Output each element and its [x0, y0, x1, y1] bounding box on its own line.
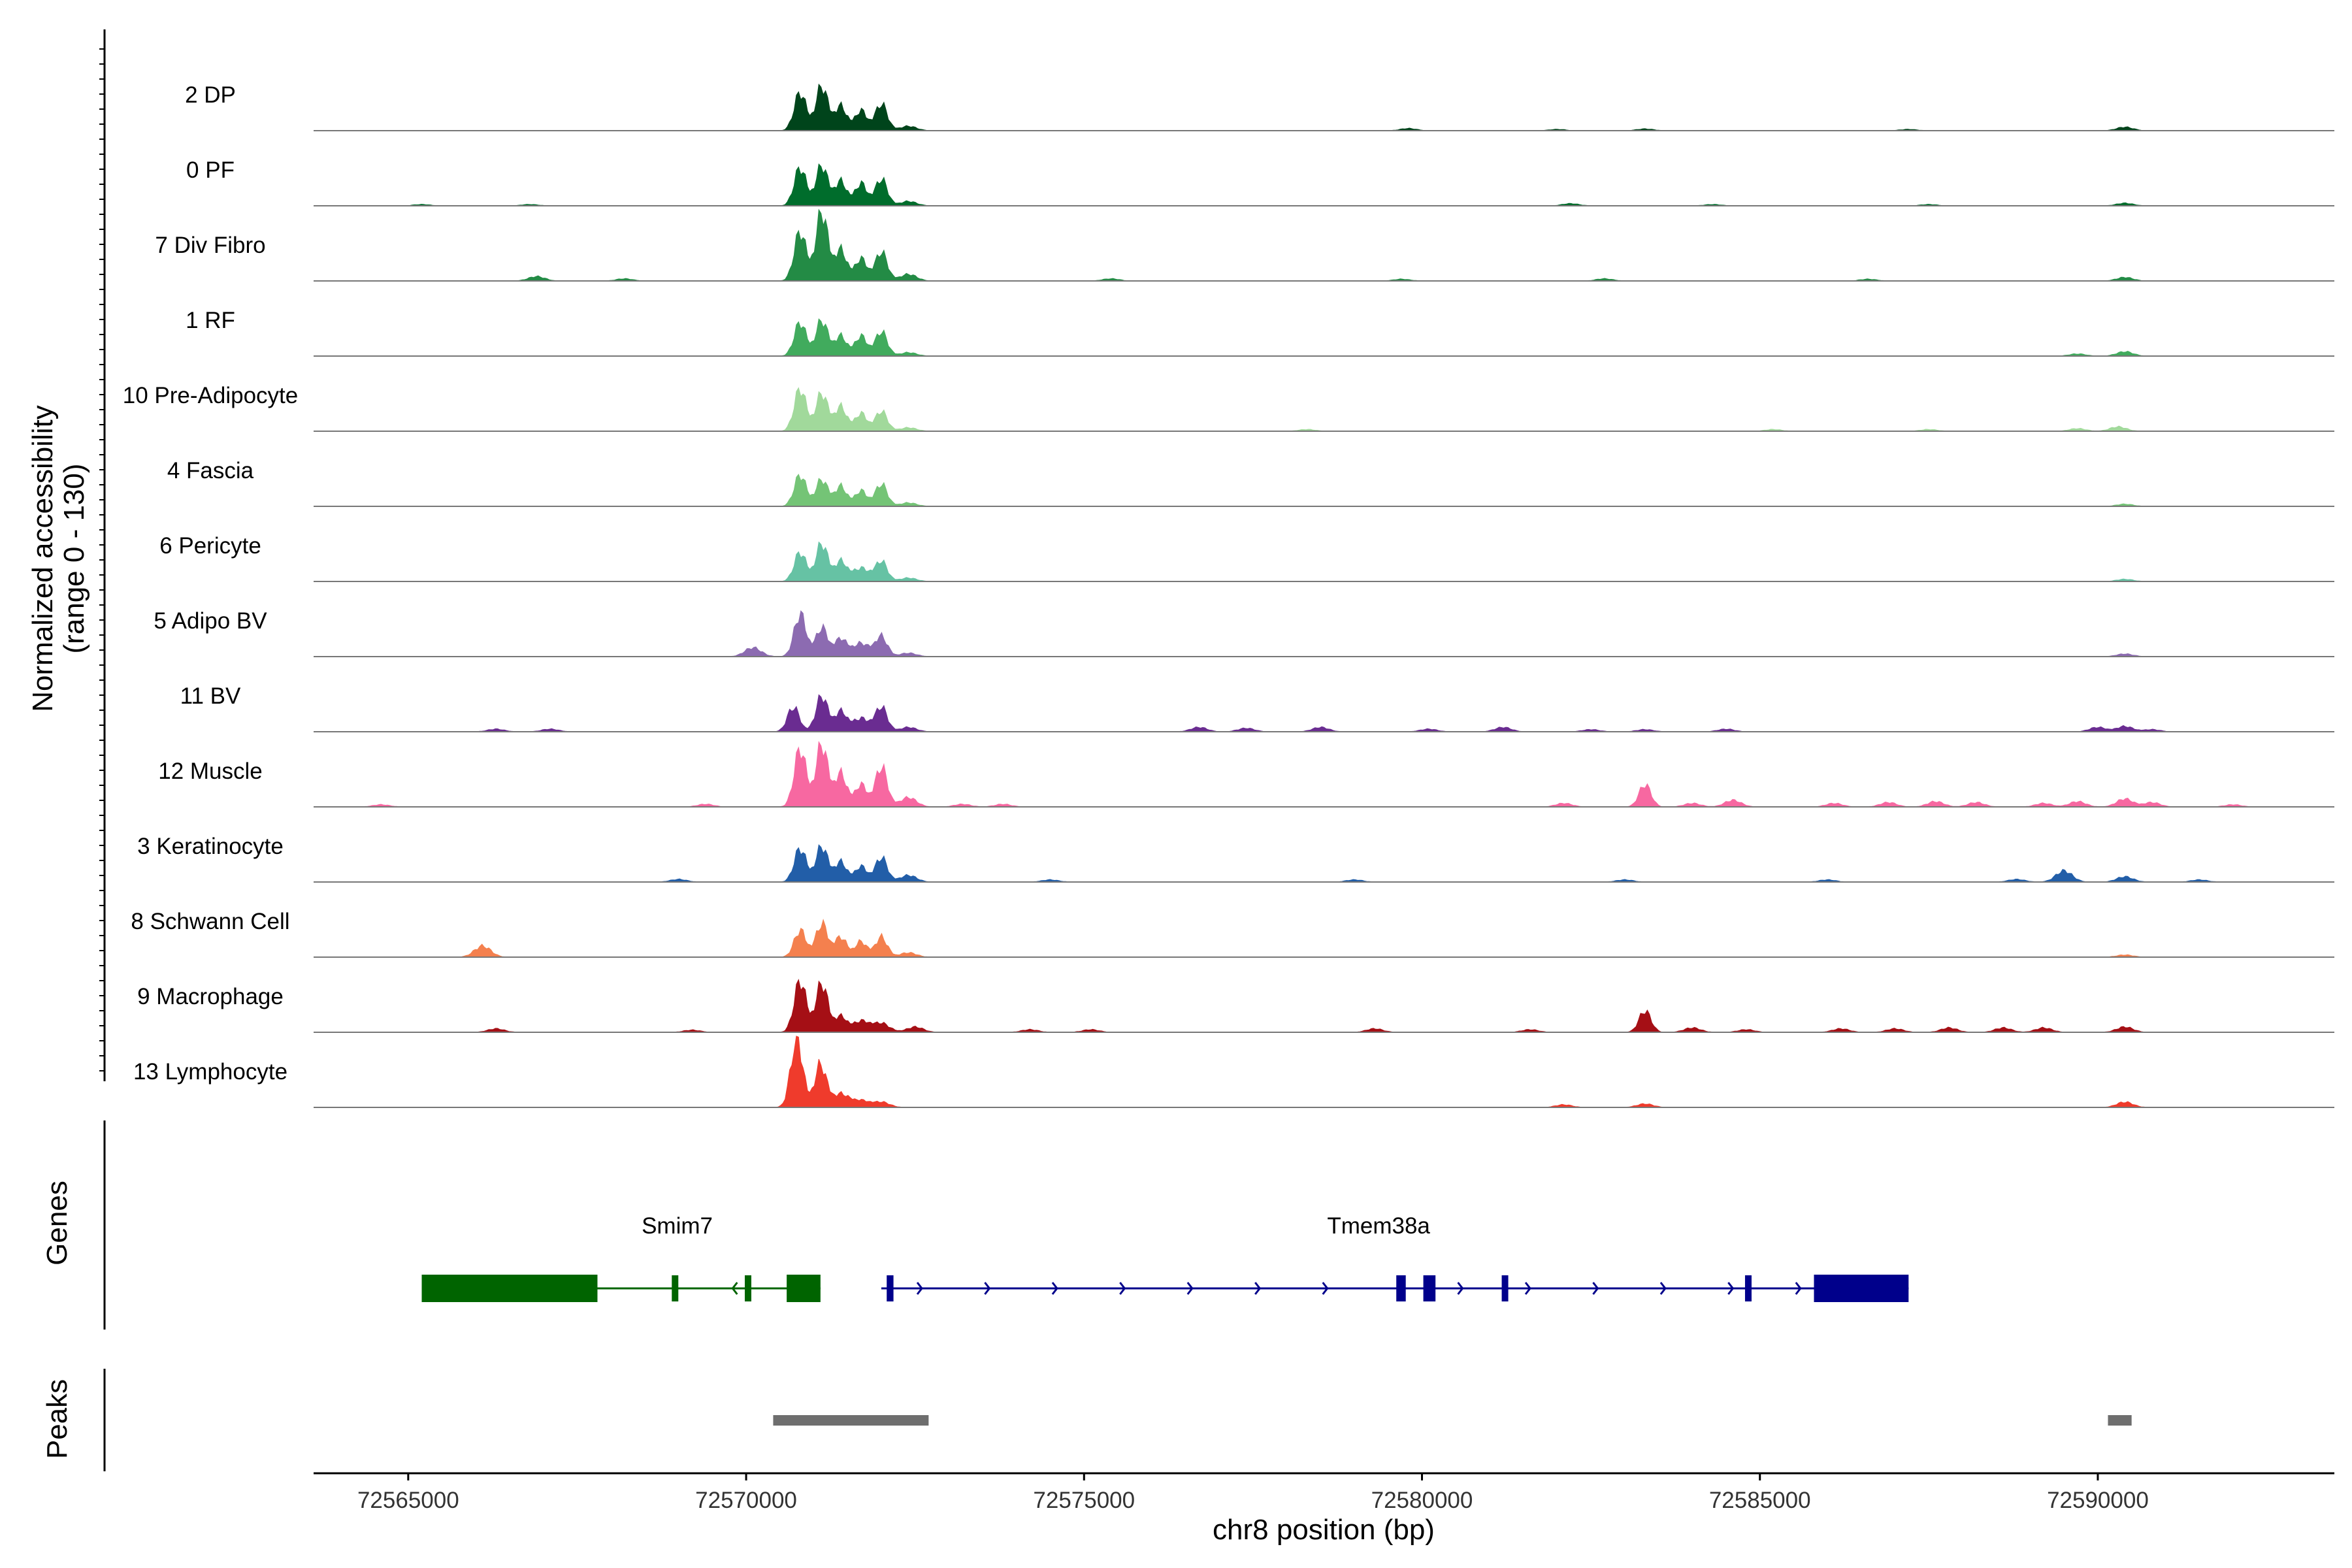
track-1-rf: 1 RF — [186, 308, 2334, 357]
x-tick-label: 72565000 — [357, 1488, 459, 1513]
track-label: 13 Lymphocyte — [133, 1059, 287, 1085]
track-label: 11 BV — [180, 683, 241, 709]
gene-exon — [1814, 1275, 1909, 1302]
coverage-area — [314, 979, 2334, 1033]
gene-exon — [1396, 1275, 1406, 1301]
coverage-area — [314, 844, 2334, 883]
gene-exon — [1744, 1275, 1752, 1301]
strand-arrow — [916, 1282, 923, 1295]
track-3-keratinocyte: 3 Keratinocyte — [137, 834, 2334, 883]
coverage-area — [314, 474, 2334, 507]
peaks-panel-title: Peaks — [41, 1379, 73, 1459]
x-tick-label: 72590000 — [2047, 1488, 2149, 1513]
track-2-dp: 2 DP — [185, 82, 2334, 131]
strand-arrow — [1186, 1282, 1194, 1295]
track-label: 2 DP — [185, 82, 236, 108]
peak-region — [2108, 1415, 2132, 1426]
track-label: 12 Muscle — [158, 759, 263, 784]
coverage-area — [314, 541, 2334, 582]
track-label: 7 Div Fibro — [155, 233, 265, 258]
strand-arrow — [1524, 1282, 1531, 1295]
coverage-tracks: 2 DP 0 PF 7 Div Fibro 1 RF 10 Pre-Adipocyte 4… — [123, 82, 2334, 1108]
gene-label: Tmem38a — [1327, 1213, 1430, 1239]
coverage-area — [314, 610, 2334, 657]
track-8-schwann-cell: 8 Schwann Cell — [131, 909, 2334, 958]
track-label: 0 PF — [186, 157, 235, 183]
strand-arrow — [1322, 1282, 1329, 1295]
coverage-area — [314, 208, 2334, 282]
strand-arrow — [1592, 1282, 1599, 1295]
track-4-fascia: 4 Fascia — [167, 458, 2334, 507]
gene-exon — [1423, 1275, 1436, 1301]
track-label: 6 Pericyte — [159, 533, 261, 559]
x-tick-label: 72575000 — [1033, 1488, 1135, 1513]
coverage-area — [314, 919, 2334, 958]
coverage-area — [314, 83, 2334, 131]
strand-arrow — [984, 1282, 991, 1295]
track-13-lymphocyte: 13 Lymphocyte — [133, 1036, 2334, 1108]
track-5-adipo-bv: 5 Adipo BV — [154, 608, 2334, 657]
strand-arrow — [1659, 1282, 1667, 1295]
gene-tmem38a: Tmem38a — [881, 1213, 1909, 1302]
track-11-bv: 11 BV — [180, 683, 2334, 732]
coverage-area — [314, 1036, 2334, 1108]
gene-exon — [744, 1275, 751, 1301]
track-label: 10 Pre-Adipocyte — [123, 383, 298, 408]
track-label: 4 Fascia — [167, 458, 254, 483]
x-axis-title: chr8 position (bp) — [1213, 1514, 1435, 1546]
gene-exon — [1501, 1275, 1509, 1301]
gene-exon — [672, 1275, 679, 1301]
gene-exon — [887, 1275, 894, 1301]
gene-label: Smim7 — [642, 1213, 713, 1239]
track-6-pericyte: 6 Pericyte — [159, 533, 2334, 582]
y-axis-range: (range 0 - 130) — [58, 463, 90, 653]
strand-arrow — [1457, 1282, 1464, 1295]
track-9-macrophage: 9 Macrophage — [137, 979, 2334, 1033]
strand-arrow — [731, 1282, 738, 1295]
track-label: 5 Adipo BV — [154, 608, 267, 634]
gene-exon — [787, 1275, 821, 1302]
peaks-track — [773, 1415, 2132, 1426]
x-tick-label: 72585000 — [1709, 1488, 1811, 1513]
genes-track: Smim7 Tmem38a — [421, 1213, 1909, 1302]
strand-arrow — [1795, 1282, 1802, 1295]
peak-region — [773, 1415, 929, 1426]
genes-panel-title: Genes — [41, 1181, 73, 1266]
track-10-pre-adipocyte: 10 Pre-Adipocyte — [123, 383, 2334, 432]
x-tick-label: 72580000 — [1371, 1488, 1473, 1513]
coverage-area — [314, 387, 2334, 432]
coverage-area — [314, 163, 2334, 206]
track-0-pf: 0 PF — [186, 157, 2334, 206]
track-label: 1 RF — [186, 308, 235, 333]
strand-arrow — [1119, 1282, 1126, 1295]
gene-exon — [421, 1275, 598, 1302]
track-label: 3 Keratinocyte — [137, 834, 284, 859]
gene-smim7: Smim7 — [421, 1213, 821, 1302]
coverage-area — [314, 318, 2334, 357]
track-label: 9 Macrophage — [137, 984, 284, 1009]
strand-arrow — [1051, 1282, 1058, 1295]
x-axis-ticks: 72565000 72570000 72575000 72580000 72585000… — [357, 1473, 2149, 1513]
track-label: 8 Schwann Cell — [131, 909, 289, 934]
coverage-area — [314, 694, 2334, 732]
coverage-area — [314, 741, 2334, 808]
y-axis-ticks — [99, 48, 105, 1071]
strand-arrow — [1254, 1282, 1262, 1295]
track-7-div-fibro: 7 Div Fibro — [155, 208, 2334, 282]
strand-arrow — [1727, 1282, 1735, 1295]
track-12-muscle: 12 Muscle — [158, 741, 2334, 808]
y-axis-title: Normalized accessibility — [27, 405, 59, 711]
x-tick-label: 72570000 — [695, 1488, 797, 1513]
